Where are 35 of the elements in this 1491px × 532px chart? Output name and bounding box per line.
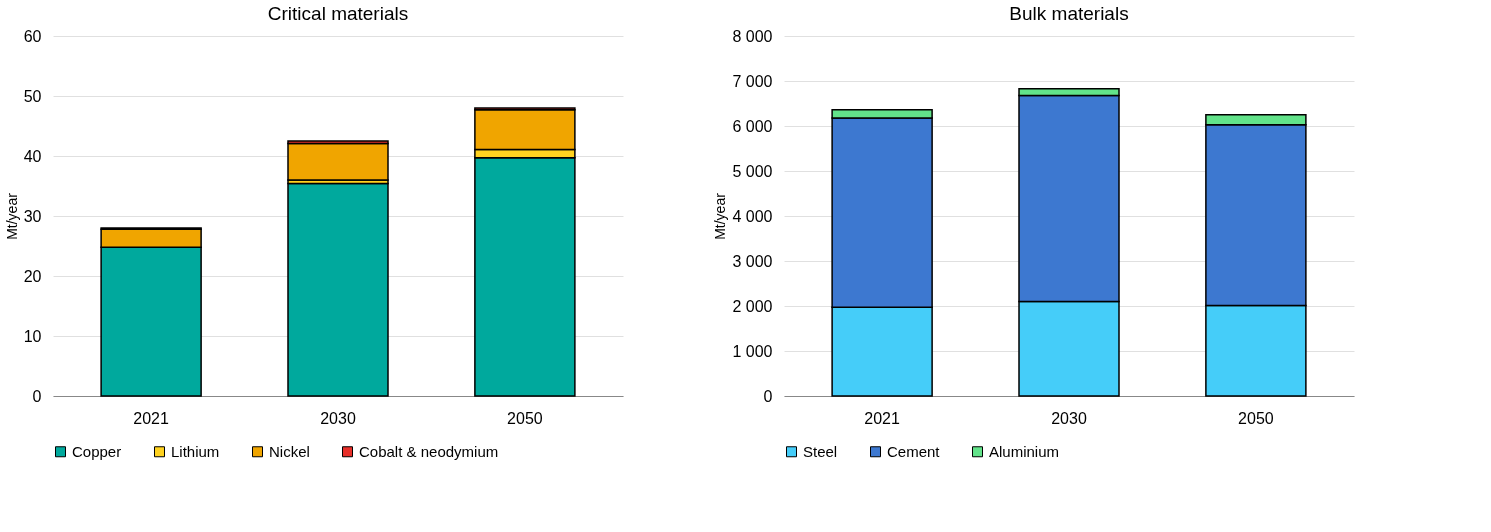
bar <box>287 182 389 397</box>
bar <box>287 142 389 181</box>
legend-label: Lithium <box>171 442 220 460</box>
x-tick-label: 2021 <box>864 409 901 427</box>
x-tick-label: 2030 <box>1051 409 1087 427</box>
x-tick-label: 2050 <box>507 409 543 427</box>
y-axis-title: Mt/year <box>712 192 729 240</box>
legend-label: Nickel <box>269 442 310 460</box>
y-axis-title: Mt/year <box>3 192 20 240</box>
y-tick-label: 2 000 <box>732 297 773 315</box>
y-tick-label: 30 <box>23 207 42 225</box>
x-tick-label: 2021 <box>133 409 170 427</box>
chart-title: Critical materials <box>267 3 409 24</box>
y-tick-label: 4 000 <box>732 207 773 225</box>
y-tick-label: 5 000 <box>732 162 773 180</box>
legend-label: Cobalt & neodymium <box>359 442 499 460</box>
y-tick-label: 60 <box>23 27 42 45</box>
y-tick-label: 7 000 <box>732 72 773 90</box>
legend-label: Copper <box>72 442 122 460</box>
x-tick-label: 2030 <box>320 409 356 427</box>
y-tick-label: 0 <box>32 387 42 405</box>
y-tick-label: 20 <box>23 267 42 285</box>
y-tick-label: 8 000 <box>732 27 773 45</box>
x-tick-label: 2050 <box>1238 409 1274 427</box>
y-tick-label: 1 000 <box>732 342 773 360</box>
chart-title: Bulk materials <box>1009 3 1129 24</box>
y-tick-label: 40 <box>23 147 42 165</box>
y-tick-label: 50 <box>23 87 42 105</box>
y-tick-label: 0 <box>763 387 773 405</box>
y-tick-label: 6 000 <box>732 117 773 135</box>
legend-label: Steel <box>803 442 838 460</box>
legend-label: Cement <box>887 442 941 460</box>
y-tick-label: 3 000 <box>732 252 773 270</box>
legend-label: Aluminium <box>989 442 1060 460</box>
y-tick-label: 10 <box>23 327 42 345</box>
